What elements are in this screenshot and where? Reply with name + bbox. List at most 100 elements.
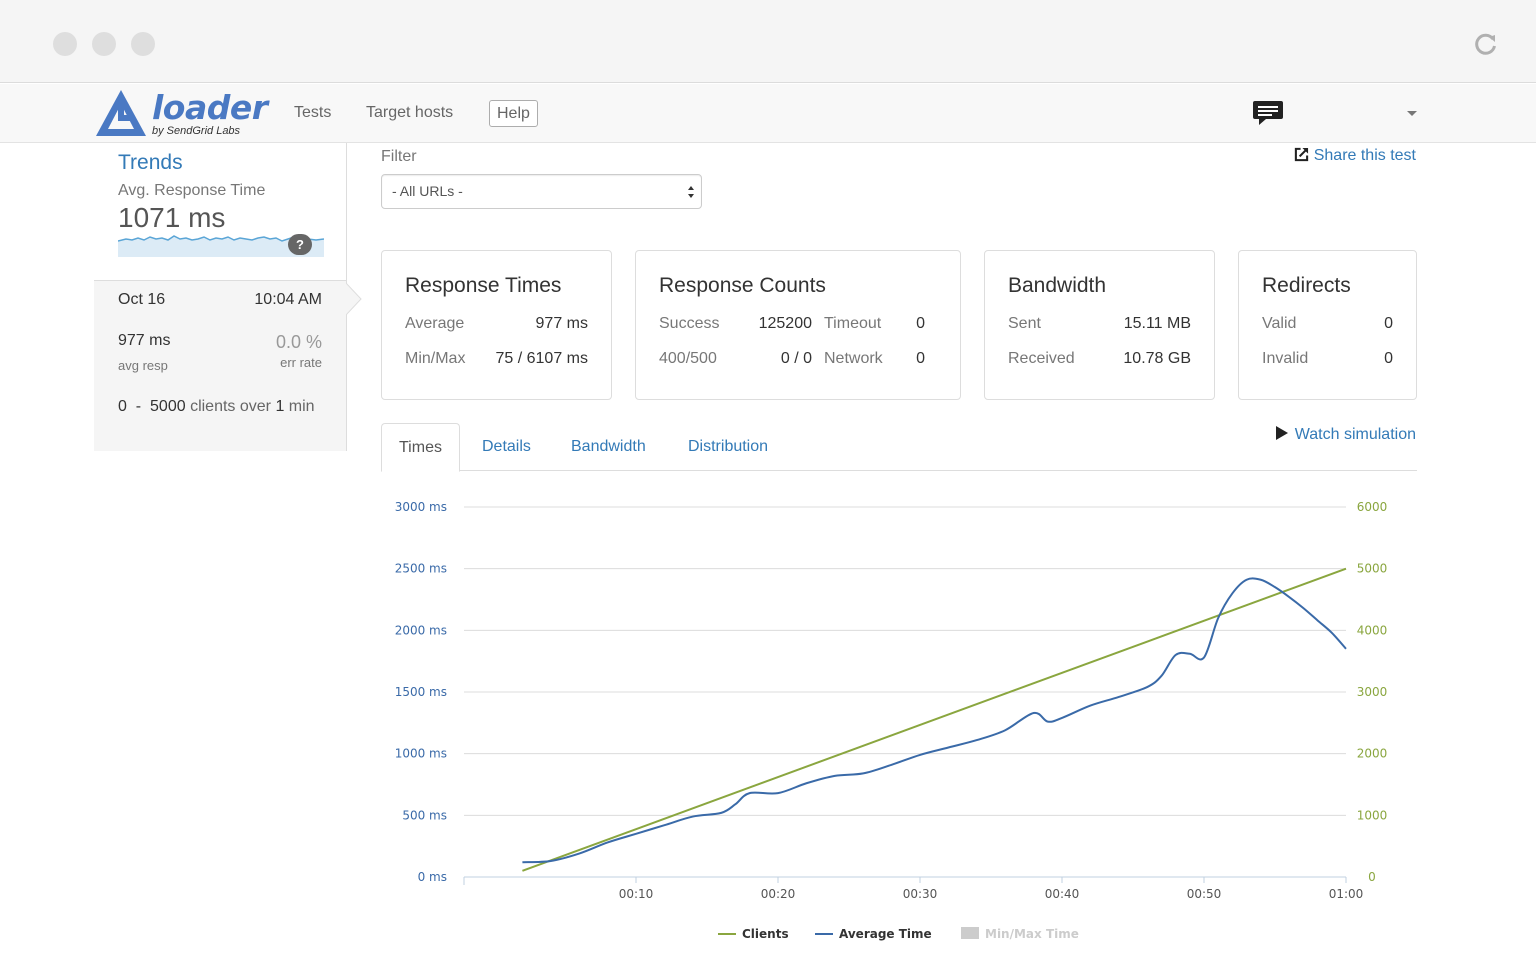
legend-label-minmax-time: Min/Max Time	[985, 927, 1079, 941]
test-run-summary[interactable]: Oct 16 10:04 AM 977 ms avg resp 0.0 % er…	[94, 280, 346, 451]
top-navbar: loader by SendGrid Labs Tests Target hos…	[0, 84, 1536, 143]
brand-name: loader	[152, 88, 268, 127]
valid-label: Valid	[1262, 315, 1297, 332]
url-filter-selected: - All URLs -	[392, 183, 463, 199]
average-value: 977 ms	[535, 315, 588, 332]
y-right-tick-label: 4000	[1357, 623, 1388, 637]
trends-sidebar: Trends Avg. Response Time 1071 ms ? Oct …	[94, 143, 347, 451]
minmax-value: 75 / 6107 ms	[495, 350, 589, 367]
clients-duration-unit: min	[288, 398, 315, 415]
nav-link-target-hosts[interactable]: Target hosts	[366, 104, 454, 121]
sent-value: 15.11 MB	[1123, 315, 1191, 332]
series-line-average-time	[522, 577, 1347, 864]
x-tick-label: 00:40	[1045, 887, 1080, 901]
run-date: Oct 16	[118, 291, 166, 308]
nav-link-tests[interactable]: Tests	[294, 104, 332, 121]
play-icon	[1275, 426, 1288, 440]
y-left-tick-label: 0 ms	[418, 870, 447, 884]
y-right-tick-label: 5000	[1357, 562, 1388, 576]
share-test-label: Share this test	[1313, 147, 1416, 164]
window-maximize-button[interactable]	[131, 32, 155, 56]
clients-to: 5000	[150, 398, 186, 415]
y-right-tick-label: 6000	[1357, 500, 1388, 514]
tab-times[interactable]: Times	[381, 423, 460, 472]
timeout-label: Timeout	[824, 315, 882, 332]
x-tick-label: 00:30	[903, 887, 938, 901]
reload-icon[interactable]	[1472, 30, 1500, 58]
account-dropdown-caret-icon[interactable]	[1407, 111, 1417, 116]
run-time: 10:04 AM	[254, 291, 322, 308]
received-label: Received	[1008, 350, 1075, 367]
select-arrows-icon	[688, 186, 694, 198]
timeout-value: 0	[916, 315, 925, 332]
url-filter-select[interactable]: - All URLs -	[381, 174, 702, 209]
run-error-rate-label: err rate	[280, 355, 322, 370]
clients-duration: 1	[275, 398, 285, 415]
y-left-tick-label: 500 ms	[402, 808, 447, 822]
tab-distribution[interactable]: Distribution	[688, 438, 769, 455]
redirects-card: Redirects Valid 0 Invalid 0	[1238, 250, 1417, 400]
response-time-sparkline	[118, 235, 324, 257]
success-label: Success	[659, 315, 720, 332]
y-left-tick-label: 3000 ms	[395, 500, 447, 514]
loader-logo-icon	[96, 90, 146, 136]
redirects-title: Redirects	[1262, 274, 1351, 297]
window-close-button[interactable]	[53, 32, 77, 56]
help-button[interactable]: Help	[489, 100, 538, 127]
series-line-clients	[522, 567, 1347, 872]
valid-value: 0	[1384, 315, 1393, 332]
tab-bandwidth[interactable]: Bandwidth	[571, 438, 646, 455]
network-value: 0	[916, 350, 925, 367]
chat-icon[interactable]	[1252, 99, 1284, 127]
success-value: 125200	[758, 315, 812, 332]
http-errors-value: 0 / 0	[780, 350, 812, 367]
y-left-tick-label: 2000 ms	[395, 623, 447, 637]
y-left-tick-label: 2500 ms	[395, 562, 447, 576]
response-counts-title: Response Counts	[659, 274, 826, 297]
selected-run-arrow-icon	[346, 283, 362, 315]
filter-label: Filter	[381, 148, 417, 165]
invalid-value: 0	[1384, 350, 1393, 367]
y-right-tick-label: 1000	[1357, 808, 1388, 822]
received-value: 10.78 GB	[1123, 350, 1191, 367]
clients-from: 0	[118, 398, 127, 415]
tab-details[interactable]: Details	[482, 438, 531, 455]
x-tick-label: 00:20	[761, 887, 796, 901]
run-error-rate: 0.0 %	[275, 332, 322, 352]
y-left-tick-label: 1000 ms	[395, 747, 447, 761]
network-label: Network	[824, 350, 883, 367]
y-right-tick-label: 0	[1368, 870, 1376, 884]
clients-dash: -	[135, 398, 142, 415]
avg-response-label: Avg. Response Time	[118, 182, 266, 199]
average-label: Average	[405, 315, 465, 332]
invalid-label: Invalid	[1262, 350, 1309, 367]
brand-subtitle: by SendGrid Labs	[152, 125, 241, 137]
x-tick-label: 00:50	[1187, 887, 1222, 901]
response-times-title: Response Times	[405, 274, 562, 297]
bandwidth-card: Bandwidth Sent 15.11 MB Received 10.78 G…	[984, 250, 1215, 400]
response-counts-card: Response Counts Success 125200 Timeout 0…	[635, 250, 961, 400]
http-errors-label: 400/500	[659, 350, 717, 367]
sent-label: Sent	[1008, 315, 1041, 332]
brand-logo[interactable]: loader by SendGrid Labs	[94, 86, 268, 140]
run-clients-summary: 0 - 5000 clients over 1 min	[118, 395, 318, 418]
clients-mid-text: clients over	[190, 398, 271, 415]
chart-tabs: Times Details Bandwidth Distribution	[381, 423, 1417, 472]
sparkline-help-badge[interactable]: ?	[288, 234, 312, 255]
legend-swatch-minmax-time	[961, 927, 979, 939]
response-times-card: Response Times Average 977 ms Min/Max 75…	[381, 250, 612, 400]
run-avg-response: 977 ms	[118, 332, 171, 349]
x-tick-label: 01:00	[1329, 887, 1364, 901]
trends-title: Trends	[118, 151, 183, 174]
response-time-chart: 0 ms 0 500 ms 1000 1000 ms 2000 1500 ms 3000 200…	[395, 500, 1388, 941]
bandwidth-title: Bandwidth	[1008, 274, 1107, 297]
window-titlebar	[0, 0, 1536, 83]
y-right-tick-label: 2000	[1357, 747, 1388, 761]
share-icon	[1294, 147, 1308, 162]
watch-simulation-link[interactable]: Watch simulation	[1275, 426, 1416, 444]
legend-label-average-time: Average Time	[839, 927, 932, 941]
watch-simulation-label: Watch simulation	[1294, 426, 1416, 443]
window-minimize-button[interactable]	[92, 32, 116, 56]
x-tick-label: 00:10	[619, 887, 654, 901]
share-test-link[interactable]: Share this test	[1294, 147, 1416, 165]
